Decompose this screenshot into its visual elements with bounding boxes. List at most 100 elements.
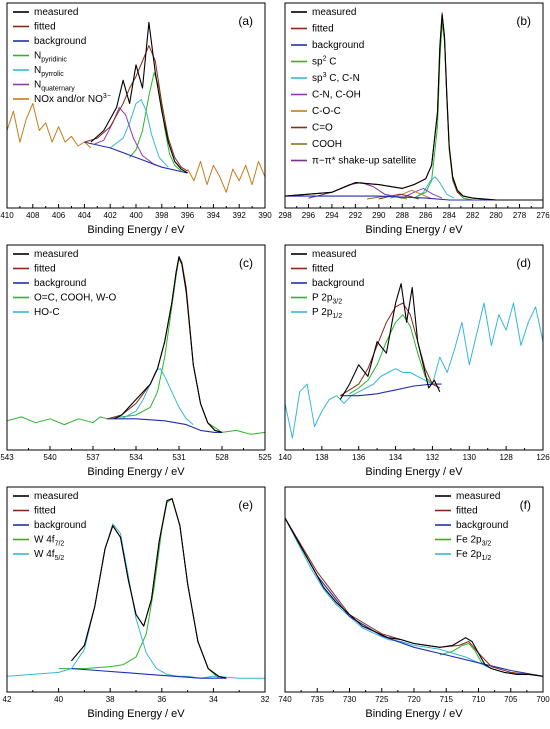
x-tick-label: 276 xyxy=(536,211,550,220)
x-tick-label: 32 xyxy=(261,695,270,704)
legend-label-measured: measured xyxy=(34,7,78,18)
x-tick-label: 132 xyxy=(426,453,440,462)
x-tick-label: 42 xyxy=(3,695,12,704)
legend-label-fitted: fitted xyxy=(34,22,56,33)
legend-label-shake-up-satellite: π−π* shake-up satellite xyxy=(312,156,417,167)
x-tick-label: 715 xyxy=(440,695,454,704)
x-tick-label: 394 xyxy=(207,211,221,220)
x-tick-label: 136 xyxy=(352,453,366,462)
series-line-nox-and-or-no3-7 xyxy=(187,160,266,193)
legend: measured fitted background Fe 2p3/2Fe 2p1/2 xyxy=(435,491,508,562)
x-tick-label: 134 xyxy=(389,453,403,462)
legend: measured fitted background NpyridinicNpyrro… xyxy=(13,7,111,105)
series-line-fe-2p3-2-3 xyxy=(439,643,492,670)
legend-label-fe-2p1-2: Fe 2p1/2 xyxy=(456,549,491,562)
legend-label-fitted: fitted xyxy=(312,264,334,275)
plot-frame xyxy=(6,2,266,209)
x-tick-label: 700 xyxy=(536,695,550,704)
legend-label-measured: measured xyxy=(34,249,78,260)
series-line-fitted-1 xyxy=(107,256,223,433)
series-line-n-pyrrolic-4 xyxy=(109,99,169,168)
panel-label: (a) xyxy=(238,14,253,28)
series-line-background-2 xyxy=(107,418,222,433)
x-tick-label: 408 xyxy=(26,211,40,220)
x-tick-label: 294 xyxy=(325,211,339,220)
legend-label-measured: measured xyxy=(34,491,78,502)
legend: measured fitted background P 2p3/2P 2p1/2 xyxy=(291,249,364,320)
x-tick-label: 140 xyxy=(278,453,292,462)
x-axis-label: Binding Energy / eV xyxy=(365,224,463,236)
legend-label-background: background xyxy=(34,278,86,289)
x-axis-label: Binding Energy / eV xyxy=(87,466,185,478)
series-line-measured-0 xyxy=(284,517,544,677)
legend-label-measured: measured xyxy=(312,249,356,260)
legend-label-fitted: fitted xyxy=(34,264,56,275)
x-tick-label: 292 xyxy=(349,211,363,220)
legend: measured fitted background W 4f7/2W 4f5/2 xyxy=(13,491,86,562)
legend: measured fitted background sp2 C sp3 C, C-N C… xyxy=(291,7,417,167)
panel-label: (e) xyxy=(238,498,253,512)
legend-label-npyrrolic: Npyrrolic xyxy=(34,65,64,78)
series-line-n-quaternary-5 xyxy=(94,106,156,166)
x-tick-label: 720 xyxy=(407,695,421,704)
legend-label-background: background xyxy=(34,36,86,47)
x-tick-label: 531 xyxy=(172,453,186,462)
plot-frame xyxy=(6,486,266,693)
x-axis-label: Binding Energy / eV xyxy=(87,708,185,720)
legend-label-c-o: C=O xyxy=(312,123,333,134)
x-tick-label: 540 xyxy=(43,453,57,462)
x-tick-label: 298 xyxy=(278,211,292,220)
legend-label-w-4f5-2: W 4f5/2 xyxy=(34,549,64,562)
series-line-background-2 xyxy=(84,141,188,174)
series-line-measured-0 xyxy=(339,283,441,400)
series-line-fitted-1 xyxy=(284,517,544,677)
chart-panel-e: 42 40 38 36 34 32 Binding Energy / eV (e) measur… xyxy=(3,486,270,720)
x-tick-label: 290 xyxy=(372,211,386,220)
x-tick-label: 34 xyxy=(209,695,218,704)
series-line-c-n-c-oh-5 xyxy=(402,187,443,199)
x-tick-label: 725 xyxy=(375,695,389,704)
legend-label-o-c-cooh-w-o: O=C, COOH, W-O xyxy=(34,293,117,304)
x-axis-label: Binding Energy / eV xyxy=(87,224,185,236)
x-tick-label: 390 xyxy=(258,211,272,220)
series-line-p-2p3-2-3 xyxy=(349,314,433,395)
series-line-background-2 xyxy=(284,517,544,677)
x-tick-label: 40 xyxy=(54,695,63,704)
x-axis-label: Binding Energy / eV xyxy=(365,708,463,720)
legend-label-sp2-c: sp2 C xyxy=(312,56,336,68)
x-tick-label: 284 xyxy=(443,211,457,220)
legend-label-c-n-c-oh: C-N, C-OH xyxy=(312,90,361,101)
series-line-background-2 xyxy=(285,195,543,201)
x-tick-label: 38 xyxy=(106,695,115,704)
panel-label: (d) xyxy=(516,256,531,270)
series-line-fitted-1 xyxy=(340,302,441,397)
chart-panel-f: 740 735 730 725 720 715 710 705 700 Binding Energ… xyxy=(278,486,550,720)
x-tick-label: 392 xyxy=(233,211,247,220)
legend-label-measured: measured xyxy=(456,491,500,502)
legend-label-nquaternary: Nquaternary xyxy=(34,80,75,93)
x-tick-label: 525 xyxy=(258,453,272,462)
series-line-nox-and-or-no3-6 xyxy=(6,103,92,149)
series-line-measured-0 xyxy=(284,14,543,201)
chart-panel-d: 140 138 136 134 132 130 128 126 Binding Energy /… xyxy=(278,244,550,478)
series-line-p-2p1-2-4 xyxy=(284,302,544,439)
legend-label-fitted: fitted xyxy=(312,24,334,35)
legend-label-sp3-c-c-n: sp3 C, C-N xyxy=(312,72,360,84)
x-tick-label: 138 xyxy=(315,453,329,462)
series-line-c-o-c-6 xyxy=(390,189,431,199)
legend-label-background: background xyxy=(456,520,508,531)
chart-panel-b: 298 296 294 292 290 288 286 284 282 280 278 276 Bind… xyxy=(278,2,550,236)
x-tick-label: 410 xyxy=(0,211,14,220)
legend: measured fitted background O=C, COOH, W-O HO… xyxy=(13,249,117,318)
x-tick-label: 288 xyxy=(396,211,410,220)
legend-label-measured: measured xyxy=(312,7,356,18)
legend-label-fitted: fitted xyxy=(456,506,478,517)
legend-label-nox-and-or-no3: NOx and/or NO3− xyxy=(34,93,111,105)
legend-label-c-o-c: C-O-C xyxy=(312,106,341,117)
legend-label-fitted: fitted xyxy=(34,506,56,517)
x-tick-label: 730 xyxy=(343,695,357,704)
series-line-ho-c-4 xyxy=(121,368,194,425)
x-tick-label: 130 xyxy=(463,453,477,462)
series-line-fe-2p1-2-4 xyxy=(284,517,544,677)
series-line-measured-0 xyxy=(90,21,188,174)
